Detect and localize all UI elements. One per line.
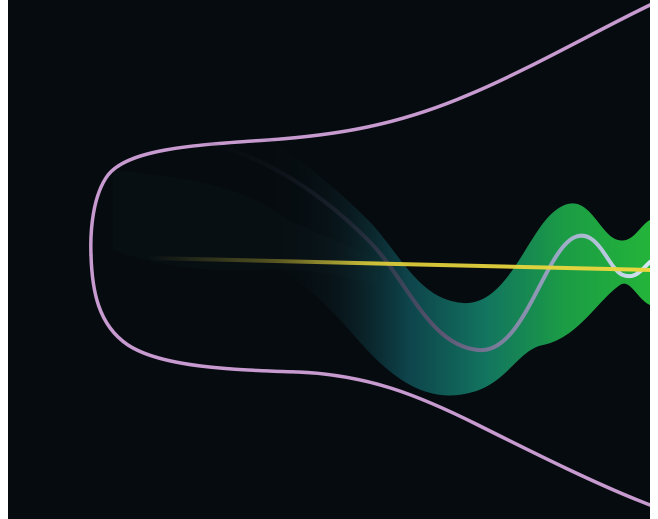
axis-line (146, 256, 650, 272)
flow-band (258, 130, 650, 396)
visualization-canvas (8, 0, 650, 519)
outline-upper-curve (89, 3, 650, 257)
right-margin (650, 0, 658, 519)
outline-lower-curve (89, 253, 650, 507)
flow-visualization (89, 3, 650, 507)
inner-trajectory-curve (191, 138, 650, 353)
